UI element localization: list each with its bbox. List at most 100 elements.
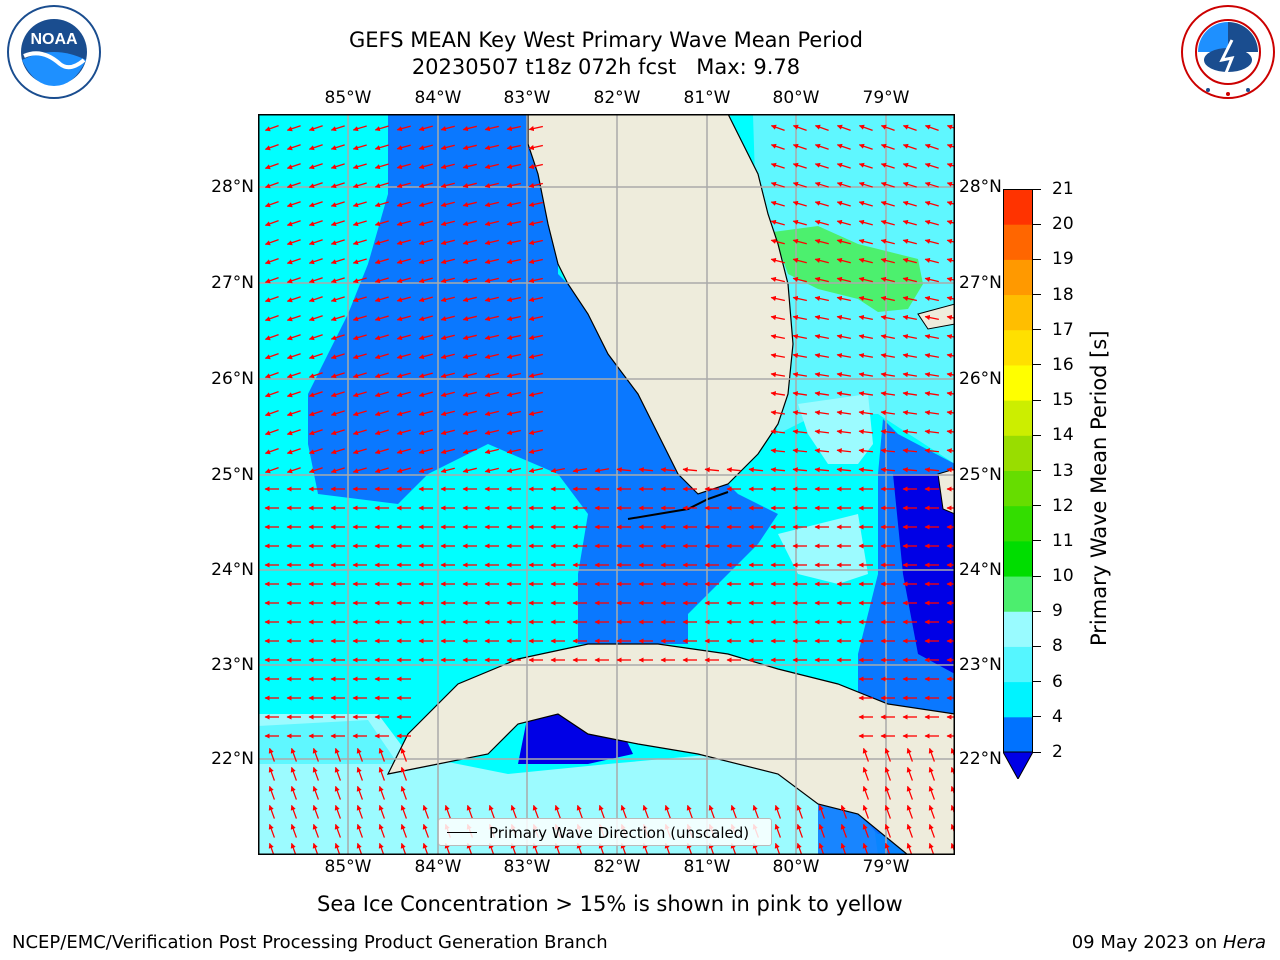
wave-direction-arrow bbox=[462, 334, 477, 341]
wave-direction-arrow bbox=[396, 315, 411, 322]
wave-direction-arrow bbox=[422, 823, 430, 838]
wave-direction-arrow bbox=[374, 448, 389, 455]
wave-direction-arrow bbox=[814, 295, 829, 302]
colorbar-tick-label: 13 bbox=[1052, 460, 1074, 481]
wave-direction-arrow bbox=[484, 410, 499, 417]
wave-direction-arrow bbox=[638, 467, 654, 473]
wave-direction-arrow bbox=[924, 467, 940, 473]
wave-direction-arrow bbox=[532, 804, 540, 819]
wave-direction-arrow bbox=[528, 220, 543, 227]
wave-direction-arrow bbox=[264, 448, 279, 455]
wave-direction-arrow bbox=[924, 276, 939, 283]
wave-direction-arrow bbox=[704, 467, 720, 473]
wave-direction-arrow bbox=[770, 200, 785, 207]
wave-direction-arrow bbox=[330, 448, 345, 455]
lon-label-bottom: 81°W bbox=[683, 857, 731, 877]
colorbar-tick-label: 16 bbox=[1052, 354, 1074, 375]
wave-direction-arrow bbox=[308, 410, 323, 417]
colorbar-tick-mark bbox=[1033, 470, 1041, 471]
wave-direction-arrow bbox=[792, 467, 808, 473]
wave-direction-arrow bbox=[902, 391, 918, 397]
wave-direction-arrow bbox=[418, 429, 433, 436]
wave-direction-arrow bbox=[374, 220, 389, 227]
map-title-line1: GEFS MEAN Key West Primary Wave Mean Per… bbox=[349, 28, 863, 52]
wave-direction-arrow bbox=[792, 276, 807, 283]
wave-direction-arrow bbox=[286, 334, 301, 341]
wave-direction-arrow bbox=[330, 372, 345, 379]
wave-direction-arrow bbox=[862, 766, 870, 781]
wave-direction-arrow bbox=[858, 295, 873, 302]
wave-direction-arrow bbox=[374, 239, 389, 246]
wave-direction-arrow bbox=[264, 125, 279, 132]
wave-direction-arrow bbox=[506, 258, 521, 265]
wave-direction-arrow bbox=[440, 448, 455, 455]
wave-direction-arrow bbox=[396, 334, 411, 341]
wave-direction-arrow bbox=[902, 467, 918, 473]
wave-direction-arrow bbox=[462, 125, 477, 132]
wave-direction-arrow bbox=[396, 201, 411, 208]
wave-direction-arrow bbox=[814, 143, 829, 150]
wave-direction-arrow bbox=[330, 410, 345, 417]
wave-direction-arrow bbox=[396, 182, 411, 189]
wave-direction-arrow bbox=[290, 804, 298, 819]
wave-direction-arrow bbox=[924, 257, 939, 264]
wave-direction-arrow bbox=[374, 315, 389, 322]
lon-label-top: 84°W bbox=[414, 88, 462, 108]
wave-direction-arrow bbox=[286, 239, 301, 246]
wave-direction-arrow bbox=[330, 296, 345, 303]
wave-direction-arrow bbox=[902, 448, 918, 454]
wave-direction-arrow bbox=[352, 277, 367, 284]
wave-direction-arrow bbox=[902, 334, 917, 340]
wave-direction-arrow bbox=[462, 201, 477, 208]
wave-direction-arrow bbox=[840, 823, 848, 838]
wave-direction-arrow bbox=[418, 182, 433, 189]
wave-direction-arrow bbox=[264, 277, 279, 284]
wave-direction-arrow bbox=[400, 804, 408, 819]
wave-direction-arrow bbox=[330, 467, 345, 474]
cuba-land bbox=[386, 643, 955, 855]
wave-direction-arrow bbox=[308, 201, 323, 208]
footer-date-text: 09 May 2023 on bbox=[1071, 932, 1223, 953]
wave-direction-arrow bbox=[880, 162, 895, 169]
footer-machine: Hera bbox=[1222, 932, 1266, 953]
wave-direction-arrow bbox=[264, 467, 279, 474]
wave-direction-arrow bbox=[418, 125, 433, 132]
wave-direction-arrow bbox=[308, 144, 323, 151]
colorbar-segment bbox=[1003, 505, 1033, 542]
wave-direction-arrow bbox=[616, 467, 632, 473]
wave-direction-arrow bbox=[642, 804, 650, 819]
wave-direction-arrow bbox=[440, 220, 455, 227]
wave-direction-arrow bbox=[308, 353, 323, 360]
wave-direction-arrow bbox=[330, 201, 345, 208]
wave-direction-arrow bbox=[858, 314, 873, 321]
wave-direction-arrow bbox=[440, 144, 455, 151]
wave-direction-arrow bbox=[814, 200, 829, 207]
wave-direction-arrow bbox=[924, 143, 939, 150]
wave-direction-arrow bbox=[330, 429, 345, 436]
wave-direction-arrow bbox=[462, 315, 477, 322]
colorbar-tick-label: 20 bbox=[1052, 214, 1074, 235]
wave-direction-arrow bbox=[418, 201, 433, 208]
colorbar-segment bbox=[1003, 681, 1033, 718]
wave-direction-arrow bbox=[528, 277, 543, 284]
wave-direction-arrow bbox=[484, 182, 499, 189]
wave-direction-arrow bbox=[796, 823, 804, 838]
lat-label-right: 23°N bbox=[959, 655, 1002, 675]
wave-direction-arrow bbox=[880, 276, 895, 283]
wave-direction-arrow bbox=[286, 144, 301, 151]
wave-direction-arrow bbox=[352, 258, 367, 265]
wave-direction-arrow bbox=[330, 125, 345, 132]
wave-direction-arrow bbox=[924, 448, 940, 454]
lat-label-left: 22°N bbox=[211, 749, 254, 769]
wave-direction-arrow bbox=[400, 766, 408, 781]
wave-direction-arrow bbox=[378, 785, 386, 800]
wave-direction-arrow bbox=[440, 315, 455, 322]
wave-direction-arrow bbox=[792, 181, 807, 188]
wave-direction-arrow bbox=[792, 334, 807, 340]
wave-direction-arrow bbox=[862, 747, 870, 762]
wave-direction-arrow bbox=[374, 277, 389, 284]
colorbar-tick-mark bbox=[1033, 505, 1041, 507]
wave-direction-arrow bbox=[462, 353, 477, 360]
wave-direction-arrow bbox=[528, 334, 543, 341]
wave-direction-arrow bbox=[462, 258, 477, 265]
